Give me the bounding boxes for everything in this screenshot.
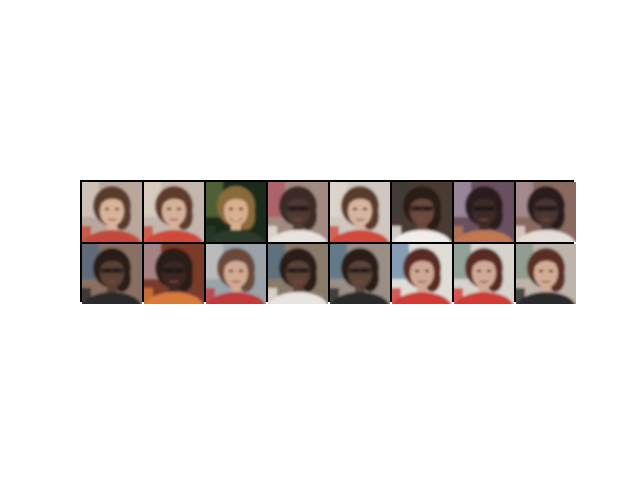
face-image <box>454 244 514 304</box>
face-tile <box>330 244 390 304</box>
face-tile <box>392 182 452 242</box>
face-image <box>206 182 266 242</box>
face-tile <box>82 182 142 242</box>
face-image <box>516 244 576 304</box>
face-tile <box>268 182 328 242</box>
face-image <box>206 244 266 304</box>
face-tile <box>516 244 576 304</box>
face-tile <box>268 244 328 304</box>
face-tile <box>516 182 576 242</box>
face-image-grid <box>80 180 576 304</box>
face-image <box>268 244 328 304</box>
face-tile <box>454 244 514 304</box>
face-image <box>516 182 576 242</box>
face-tile <box>206 244 266 304</box>
face-image <box>330 182 390 242</box>
face-image <box>268 182 328 242</box>
face-tile <box>454 182 514 242</box>
face-image <box>392 244 452 304</box>
face-image <box>454 182 514 242</box>
face-tile <box>330 182 390 242</box>
face-tile <box>144 182 204 242</box>
face-image <box>392 182 452 242</box>
face-image <box>144 244 204 304</box>
face-image <box>82 182 142 242</box>
face-tile <box>82 244 142 304</box>
face-tile <box>144 244 204 304</box>
face-image <box>330 244 390 304</box>
face-image <box>82 244 142 304</box>
face-tile <box>206 182 266 242</box>
face-image <box>144 182 204 242</box>
face-tile <box>392 244 452 304</box>
